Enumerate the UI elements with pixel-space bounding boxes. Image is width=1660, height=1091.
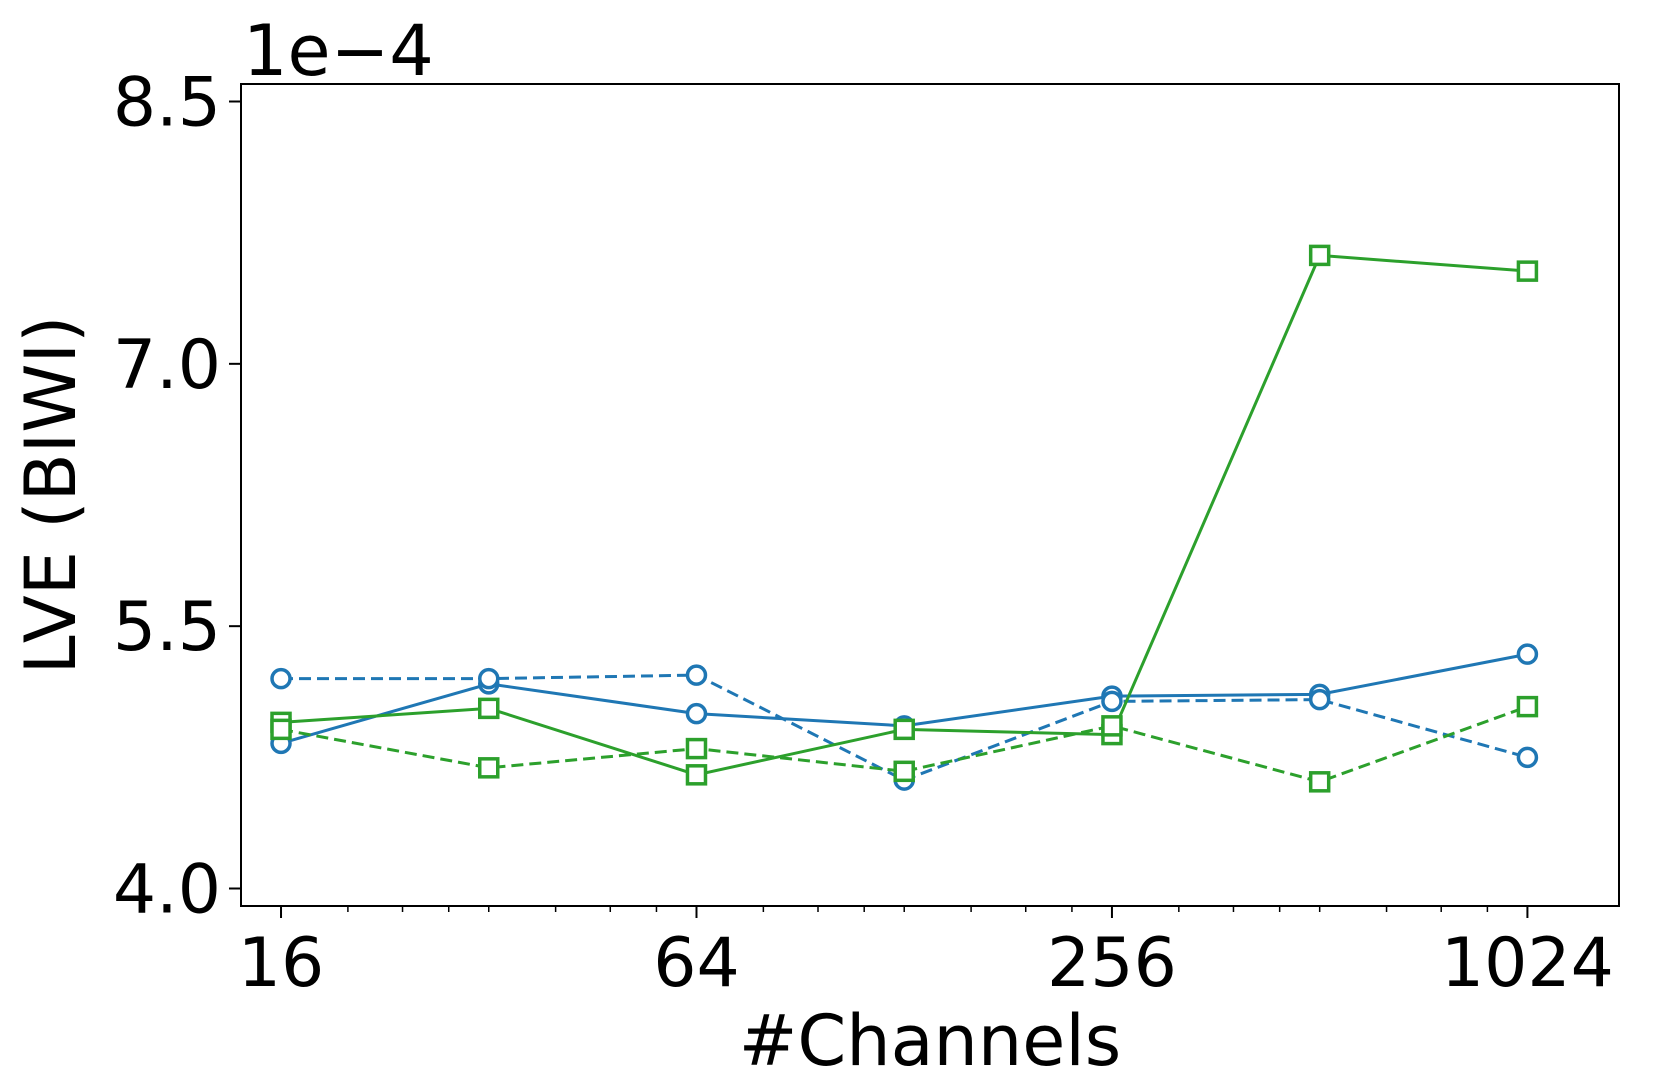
data-point-marker — [270, 718, 292, 741]
y-axis-multiplier: 1e−4 — [243, 10, 434, 92]
data-point-marker — [1308, 771, 1331, 793]
x-tick-label: 64 — [653, 924, 740, 1003]
data-point-marker — [685, 737, 708, 760]
data-point-marker — [1516, 260, 1539, 282]
x-axis: 16 64 256 1024 — [238, 906, 1614, 1003]
data-point-marker — [1101, 715, 1123, 737]
plot-area — [240, 83, 1620, 907]
data-point-marker — [685, 764, 708, 786]
x-axis-label: #Channels — [739, 1000, 1122, 1082]
x-tick-label: 256 — [1047, 924, 1177, 1003]
series-layer — [270, 244, 1539, 793]
y-tick-label: 7.0 — [113, 326, 221, 405]
y-tick-label: 4.0 — [113, 851, 221, 930]
series-4 — [270, 695, 1539, 793]
x-tick-label: 16 — [238, 924, 325, 1003]
x-tick-label: 1024 — [1441, 924, 1614, 1003]
data-point-marker — [685, 664, 708, 686]
data-point-marker — [478, 757, 500, 779]
data-point-marker — [893, 760, 915, 783]
data-point-marker — [1516, 746, 1539, 769]
y-tick-label: 5.5 — [113, 588, 221, 667]
data-point-marker — [893, 718, 915, 741]
series-2 — [270, 664, 1539, 791]
data-point-marker — [478, 697, 500, 720]
data-point-marker — [1101, 690, 1123, 713]
data-point-marker — [1516, 643, 1539, 665]
data-point-marker — [478, 667, 500, 690]
data-point-marker — [1308, 688, 1331, 711]
data-point-marker — [270, 667, 292, 690]
data-point-marker — [685, 702, 708, 725]
data-point-marker — [1516, 695, 1539, 718]
y-axis: 4.0 5.5 7.0 8.5 — [113, 63, 241, 930]
y-axis-label: LVE (BIWI) — [10, 316, 92, 675]
y-tick-label: 8.5 — [113, 63, 221, 142]
data-point-marker — [1308, 244, 1331, 267]
